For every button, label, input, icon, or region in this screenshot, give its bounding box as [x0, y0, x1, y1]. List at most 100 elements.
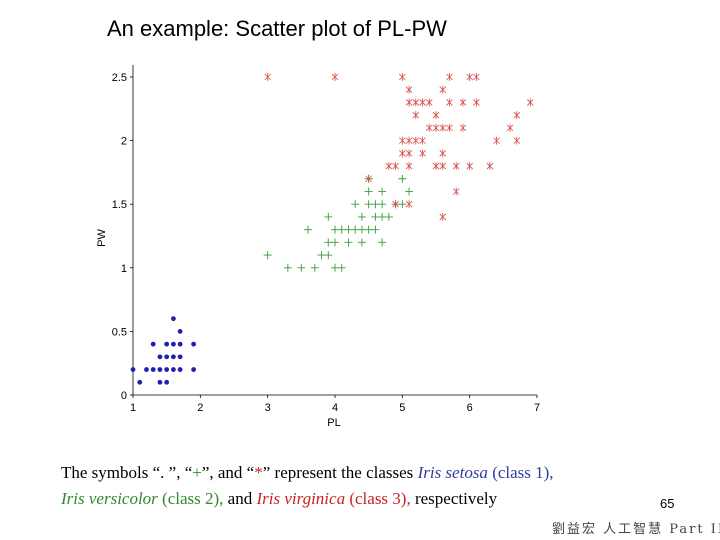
virginica-point	[392, 200, 399, 209]
virginica-point	[405, 149, 413, 158]
iris-versicolor-label: Iris versicolor	[61, 489, 158, 508]
y-tick-label: 2	[121, 136, 127, 148]
virginica-point	[419, 98, 426, 107]
versicolor-point	[283, 263, 292, 272]
plus-symbol: +	[192, 463, 202, 482]
caption-text-4: and	[223, 489, 257, 508]
versicolor-point	[378, 212, 387, 221]
class-1-label: (class 1),	[487, 463, 554, 482]
virginica-point	[446, 73, 453, 81]
virginica-point	[459, 98, 467, 107]
virginica-point	[365, 174, 372, 183]
virginica-point	[425, 123, 433, 132]
virginica-point	[399, 149, 406, 158]
setosa-point	[191, 341, 197, 347]
virginica-point	[419, 149, 426, 158]
virginica-point	[513, 111, 521, 120]
setosa-point	[171, 354, 176, 360]
caption-text-5: respectively	[410, 489, 498, 508]
caption: The symbols “. ”, “+”, and “*” represent…	[61, 460, 661, 512]
virginica-point	[385, 162, 393, 171]
versicolor-point	[405, 187, 414, 196]
versicolor-point	[357, 238, 366, 247]
y-tick-label: 0.5	[112, 326, 127, 338]
virginica-point	[405, 136, 413, 145]
versicolor-point	[398, 200, 407, 209]
virginica-point	[446, 98, 453, 107]
virginica-point	[473, 73, 480, 81]
setosa-point	[164, 354, 170, 360]
virginica-point	[439, 85, 447, 94]
versicolor-point	[351, 225, 360, 234]
versicolor-point	[331, 263, 339, 272]
y-axis-label: PW	[96, 229, 108, 247]
virginica-point	[399, 136, 406, 145]
axis-ticks: 1 2 3 4 5 6 7 0 0.5 1 1.5 2 2.5	[112, 72, 540, 414]
class-2-label: (class 2),	[157, 489, 224, 508]
y-tick-label: 1	[121, 263, 127, 275]
versicolor-point	[364, 200, 373, 209]
versicolor-point	[337, 225, 346, 234]
versicolor-point	[371, 212, 380, 221]
x-tick-label: 1	[130, 402, 136, 414]
virginica-point	[473, 98, 480, 107]
versicolor-point	[371, 200, 380, 209]
virginica-point	[452, 187, 460, 196]
versicolor-point	[331, 238, 339, 247]
setosa-point	[191, 367, 197, 372]
setosa-point	[137, 379, 143, 385]
virginica-point	[412, 136, 420, 145]
setosa-point	[130, 367, 136, 372]
x-axis-label: PL	[327, 417, 340, 429]
virginica-point	[446, 123, 453, 132]
y-tick-label: 2.5	[112, 72, 127, 84]
virginica-point	[405, 98, 413, 107]
virginica-point	[513, 136, 521, 145]
x-tick-label: 2	[197, 402, 203, 414]
virginica-point	[526, 98, 534, 107]
setosa-point	[164, 367, 170, 372]
setosa-point	[177, 341, 183, 347]
caption-text-1: The symbols “. ”, “	[61, 463, 193, 482]
versicolor-point	[310, 263, 319, 272]
setosa-point	[157, 379, 163, 385]
virginica-point	[399, 73, 406, 81]
setosa-point	[177, 329, 183, 334]
versicolor-point	[317, 251, 326, 260]
setosa-point	[157, 367, 163, 372]
virginica-point	[439, 123, 447, 132]
versicolor-point	[357, 212, 366, 221]
virginica-point	[392, 162, 399, 171]
versicolor-point	[324, 238, 333, 247]
iris-virginica-label: Iris virginica	[256, 489, 346, 508]
virginica-point	[452, 162, 460, 171]
setosa-point	[144, 367, 149, 372]
caption-text-3: ” represent the classes	[262, 463, 418, 482]
caption-text-2: ”, and “	[201, 463, 255, 482]
virginica-point	[405, 200, 413, 209]
virginica-point	[264, 73, 271, 81]
virginica-point	[419, 136, 426, 145]
virginica-point	[466, 73, 473, 81]
virginica-point	[486, 162, 494, 171]
virginica-point	[331, 73, 339, 81]
virginica-point	[432, 111, 440, 120]
versicolor-point	[357, 225, 366, 234]
versicolor-point	[364, 225, 373, 234]
versicolor-point	[398, 174, 407, 183]
virginica-point	[439, 149, 447, 158]
y-tick-label: 1.5	[112, 199, 127, 211]
versicolor-point	[351, 200, 360, 209]
setosa-point	[177, 354, 183, 360]
x-tick-label: 5	[399, 402, 405, 414]
versicolor-point	[371, 225, 380, 234]
setosa-point	[150, 367, 156, 372]
versicolor-point	[378, 238, 387, 247]
setosa-point	[171, 341, 176, 347]
setosa-point	[150, 341, 156, 347]
versicolor-point	[324, 251, 333, 260]
y-tick-label: 0	[121, 390, 127, 402]
virginica-point	[412, 98, 420, 107]
class-3-label: (class 3),	[345, 489, 411, 508]
setosa-point	[177, 367, 183, 372]
